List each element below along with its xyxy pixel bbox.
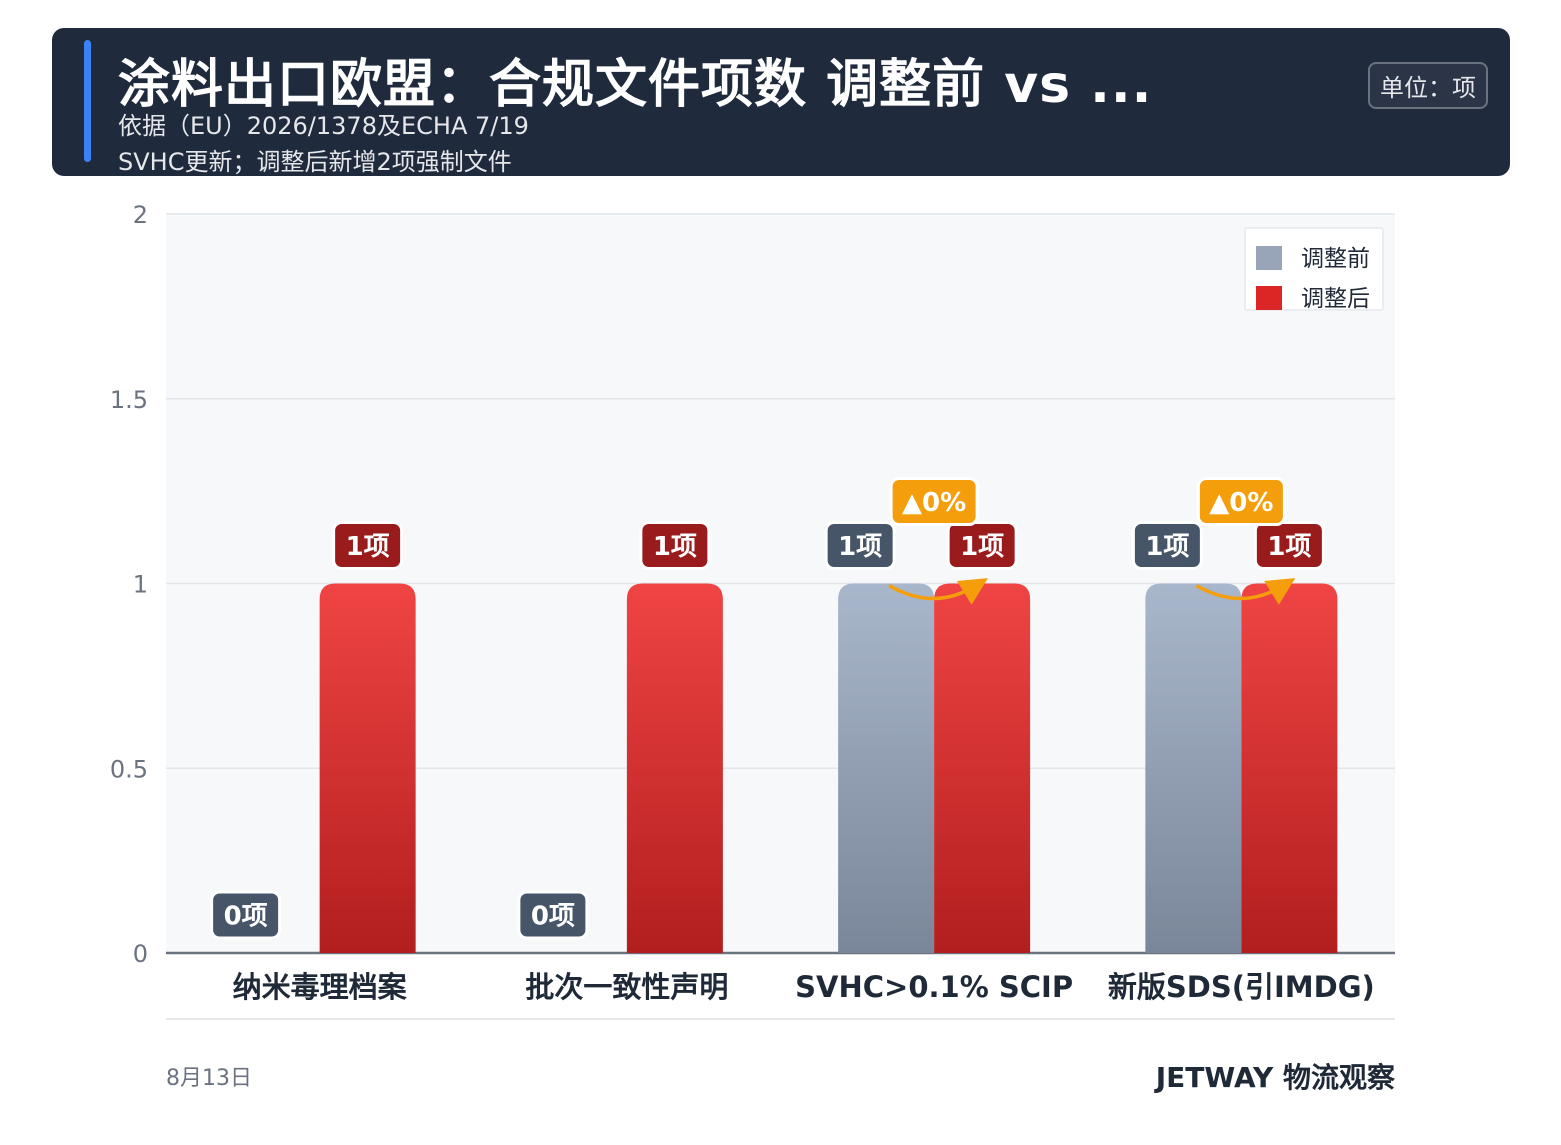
x-tick-label: 纳米毒理档案	[233, 970, 408, 1004]
footer-brand: JETWAY 物流观察	[1155, 1061, 1395, 1094]
data-label-before: 1项	[838, 532, 882, 562]
unit-badge: 单位：项	[1368, 62, 1488, 109]
bar-after	[934, 583, 1031, 953]
legend-label-before: 调整前	[1301, 246, 1370, 272]
bar-before	[838, 583, 935, 953]
x-tick-label: 批次一致性声明	[525, 970, 728, 1004]
x-tick-label: SVHC>0.1% SCIP	[795, 970, 1073, 1004]
data-label-after-bg	[639, 521, 711, 570]
change-label-bg	[1196, 477, 1286, 526]
y-tick-label: 1	[133, 571, 148, 599]
data-label-after: 1项	[653, 532, 697, 562]
change-label: ▲0%	[902, 488, 966, 518]
change-arrow	[888, 578, 989, 605]
bar-before	[1145, 583, 1242, 953]
accent-bar	[84, 40, 91, 162]
y-tick-label: 2	[133, 201, 148, 229]
subtitle-line-1: 依据（EU）2026/1378及ECHA 7/19	[118, 112, 529, 140]
data-label-before: 0项	[531, 901, 575, 931]
bar-after	[1241, 583, 1338, 953]
footer-date: 8月13日	[166, 1066, 252, 1091]
legend-label-after: 调整后	[1301, 286, 1370, 312]
data-label-after-bg	[332, 521, 404, 570]
data-label-before-bg	[824, 521, 896, 570]
change-arrow	[1195, 578, 1296, 605]
data-label-after: 1项	[346, 532, 390, 562]
data-label-before-bg	[210, 890, 282, 940]
subtitle-line-2: SVHC更新；调整后新增2项强制文件	[118, 148, 512, 176]
data-label-before-bg	[517, 890, 589, 940]
data-label-after: 1项	[1267, 532, 1311, 562]
y-tick-label: 0.5	[110, 755, 148, 783]
chart-subtitle: 依据（EU）2026/1378及ECHA 7/19 SVHC更新；调整后新增2项…	[118, 108, 529, 180]
y-tick-label: 1.5	[110, 386, 148, 414]
data-label-after: 1项	[960, 532, 1004, 562]
chart-title: 涂料出口欧盟：合规文件项数 调整前 vs ...	[118, 55, 1153, 115]
y-tick-label: 0	[133, 940, 148, 968]
data-label-before-bg	[1131, 521, 1203, 570]
data-label-before: 0项	[224, 901, 268, 931]
data-label-after-bg	[1253, 521, 1325, 570]
legend-swatch-after	[1256, 286, 1282, 310]
data-label-before: 1项	[1145, 532, 1189, 562]
x-tick-label: 新版SDS(引IMDG)	[1108, 970, 1375, 1004]
bar-after	[626, 583, 723, 953]
change-label: ▲0%	[1209, 488, 1273, 518]
header-banner: 涂料出口欧盟：合规文件项数 调整前 vs ... 依据（EU）2026/1378…	[52, 28, 1510, 176]
legend-swatch-before	[1256, 246, 1282, 270]
change-label-bg	[889, 477, 979, 526]
data-label-after-bg	[946, 521, 1018, 570]
bar-after	[319, 583, 416, 953]
